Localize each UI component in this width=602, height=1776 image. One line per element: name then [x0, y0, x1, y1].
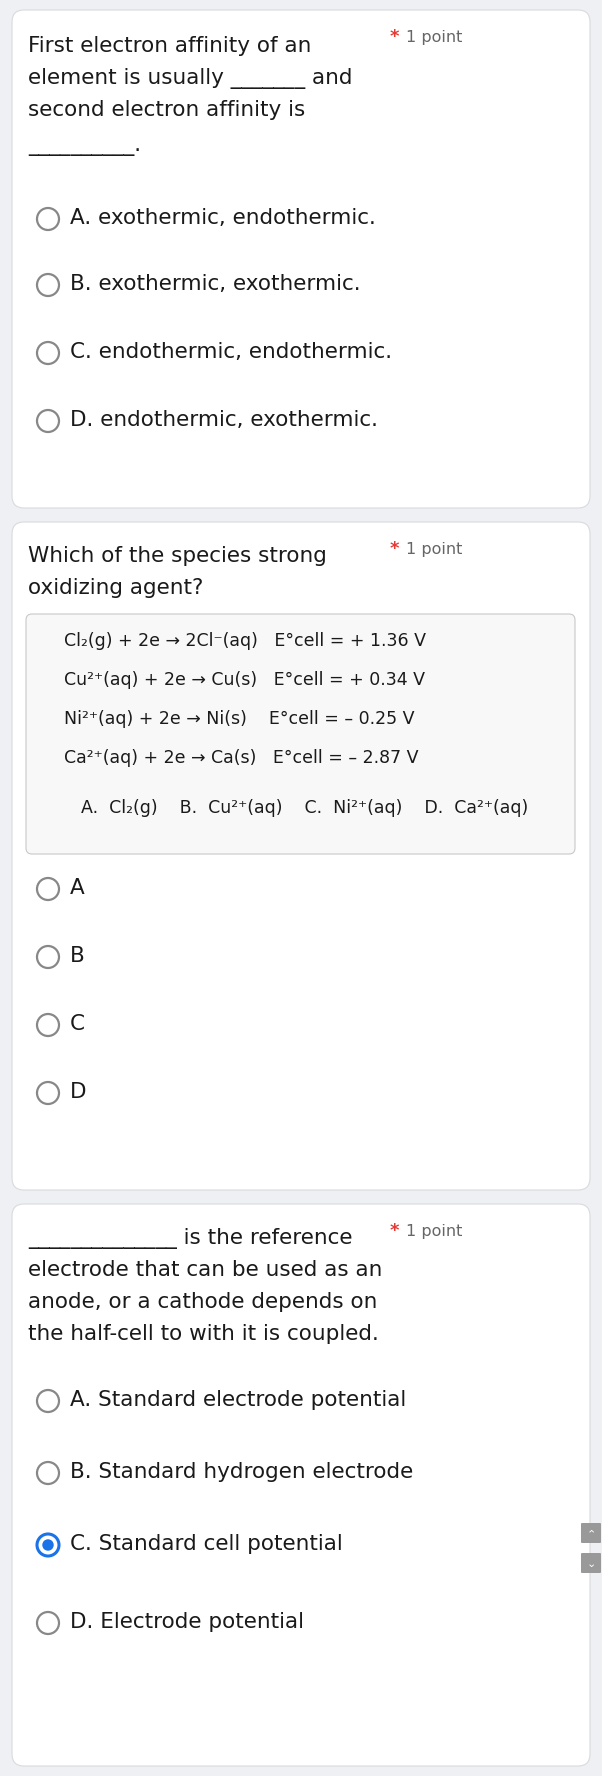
- Text: B: B: [70, 947, 85, 966]
- Text: element is usually _______ and: element is usually _______ and: [28, 67, 353, 89]
- Text: A.  Cl₂(g)    B.  Cu²⁺(aq)    C.  Ni²⁺(aq)    D.  Ca²⁺(aq): A. Cl₂(g) B. Cu²⁺(aq) C. Ni²⁺(aq) D. Ca²…: [81, 799, 528, 817]
- Text: D: D: [70, 1082, 87, 1101]
- Text: B. exothermic, exothermic.: B. exothermic, exothermic.: [70, 274, 361, 295]
- FancyBboxPatch shape: [581, 1552, 601, 1574]
- Text: Ni²⁺(aq) + 2e → Ni(s)    E°cell = – 0.25 V: Ni²⁺(aq) + 2e → Ni(s) E°cell = – 0.25 V: [64, 710, 415, 728]
- Text: 1 point: 1 point: [406, 1224, 462, 1240]
- FancyBboxPatch shape: [12, 11, 590, 508]
- Text: ______________ is the reference: ______________ is the reference: [28, 1227, 353, 1249]
- Text: ⌃: ⌃: [586, 1529, 596, 1540]
- Text: D. Electrode potential: D. Electrode potential: [70, 1613, 304, 1632]
- Circle shape: [37, 208, 59, 231]
- Circle shape: [37, 1082, 59, 1105]
- Text: *: *: [390, 28, 400, 46]
- Text: second electron affinity is: second electron affinity is: [28, 99, 305, 121]
- Text: B. Standard hydrogen electrode: B. Standard hydrogen electrode: [70, 1462, 413, 1481]
- Text: 1 point: 1 point: [406, 30, 462, 44]
- FancyBboxPatch shape: [12, 522, 590, 1190]
- FancyBboxPatch shape: [12, 1204, 590, 1765]
- FancyBboxPatch shape: [581, 1524, 601, 1543]
- Text: First electron affinity of an: First electron affinity of an: [28, 36, 311, 57]
- Text: A. Standard electrode potential: A. Standard electrode potential: [70, 1391, 406, 1410]
- Circle shape: [37, 343, 59, 364]
- Circle shape: [37, 1014, 59, 1035]
- Text: oxidizing agent?: oxidizing agent?: [28, 577, 203, 599]
- Circle shape: [37, 1613, 59, 1634]
- Text: Cu²⁺(aq) + 2e → Cu(s)   E°cell = + 0.34 V: Cu²⁺(aq) + 2e → Cu(s) E°cell = + 0.34 V: [64, 671, 425, 689]
- Text: Which of the species strong: Which of the species strong: [28, 545, 327, 567]
- Text: C. Standard cell potential: C. Standard cell potential: [70, 1534, 343, 1554]
- Text: ⌄: ⌄: [586, 1559, 596, 1568]
- Text: A: A: [70, 877, 85, 899]
- Text: anode, or a cathode depends on: anode, or a cathode depends on: [28, 1291, 377, 1312]
- Text: electrode that can be used as an: electrode that can be used as an: [28, 1259, 382, 1280]
- Text: Cl₂(g) + 2e → 2Cl⁻(aq)   E°cell = + 1.36 V: Cl₂(g) + 2e → 2Cl⁻(aq) E°cell = + 1.36 V: [64, 632, 426, 650]
- Text: 1 point: 1 point: [406, 542, 462, 558]
- Text: A. exothermic, endothermic.: A. exothermic, endothermic.: [70, 208, 376, 227]
- Circle shape: [37, 877, 59, 900]
- Text: C. endothermic, endothermic.: C. endothermic, endothermic.: [70, 343, 392, 362]
- Text: Ca²⁺(aq) + 2e → Ca(s)   E°cell = – 2.87 V: Ca²⁺(aq) + 2e → Ca(s) E°cell = – 2.87 V: [64, 749, 418, 767]
- Circle shape: [37, 274, 59, 297]
- Text: D. endothermic, exothermic.: D. endothermic, exothermic.: [70, 410, 378, 430]
- Circle shape: [37, 1534, 59, 1556]
- Text: *: *: [390, 540, 400, 558]
- FancyBboxPatch shape: [26, 614, 575, 854]
- Text: the half-cell to with it is coupled.: the half-cell to with it is coupled.: [28, 1323, 379, 1344]
- Text: C: C: [70, 1014, 85, 1034]
- Circle shape: [37, 410, 59, 432]
- Circle shape: [37, 1391, 59, 1412]
- Text: __________.: __________.: [28, 137, 141, 156]
- Circle shape: [37, 947, 59, 968]
- Circle shape: [42, 1540, 54, 1550]
- Circle shape: [37, 1462, 59, 1485]
- Text: *: *: [390, 1222, 400, 1240]
